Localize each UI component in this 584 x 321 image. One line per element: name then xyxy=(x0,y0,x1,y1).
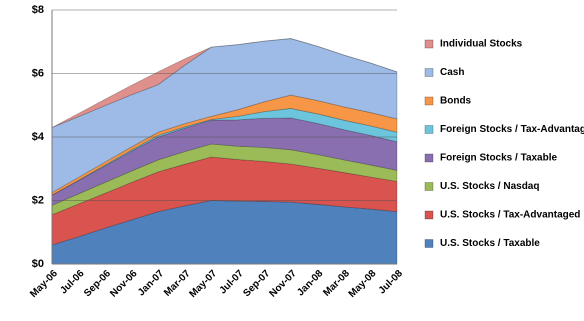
legend-label: Foreign Stocks / Tax-Advantaged xyxy=(440,124,584,135)
y-tick-label: $2 xyxy=(32,194,44,206)
y-tick-label: $0 xyxy=(32,258,44,270)
legend-marker xyxy=(424,96,434,106)
area xyxy=(51,94,398,196)
y-tick-label: $4 xyxy=(32,131,45,143)
legend-label: U.S. Stocks / Nasdaq xyxy=(440,181,539,192)
x-tick-label: May-07 xyxy=(187,268,219,300)
legend-marker xyxy=(424,239,434,248)
y-tick-label: $8 xyxy=(32,4,44,16)
legend-label: U.S. Stocks / Tax-Advantaged xyxy=(440,210,580,221)
x-tick-label: Nov-06 xyxy=(108,268,140,300)
x-tick-label: Jan-07 xyxy=(136,268,166,298)
legend-marker xyxy=(424,210,434,220)
legend-marker xyxy=(424,39,434,49)
legend-marker xyxy=(424,153,434,163)
legend-marker xyxy=(424,125,434,134)
area xyxy=(51,108,398,196)
x-tick-label: Jul-08 xyxy=(377,268,406,297)
area xyxy=(51,38,398,128)
legend-label: Cash xyxy=(440,67,464,78)
x-tick-label: Sep-06 xyxy=(82,268,113,299)
x-tick-label: May-08 xyxy=(347,268,379,300)
legend-marker xyxy=(424,68,434,77)
legend-label: U.S. Stocks / Taxable xyxy=(440,238,540,249)
legend-label: Bonds xyxy=(440,96,472,107)
x-tick-label: Sep-07 xyxy=(241,268,272,299)
legend-label: Foreign Stocks / Taxable xyxy=(440,153,558,164)
x-tick-label: May-06 xyxy=(28,268,60,300)
x-tick-label: Nov-07 xyxy=(267,268,299,300)
x-tick-label: Jan-08 xyxy=(295,268,325,298)
legend-marker xyxy=(424,182,434,191)
legend-label: Individual Stocks xyxy=(440,39,523,50)
y-tick-label: $6 xyxy=(32,67,44,79)
